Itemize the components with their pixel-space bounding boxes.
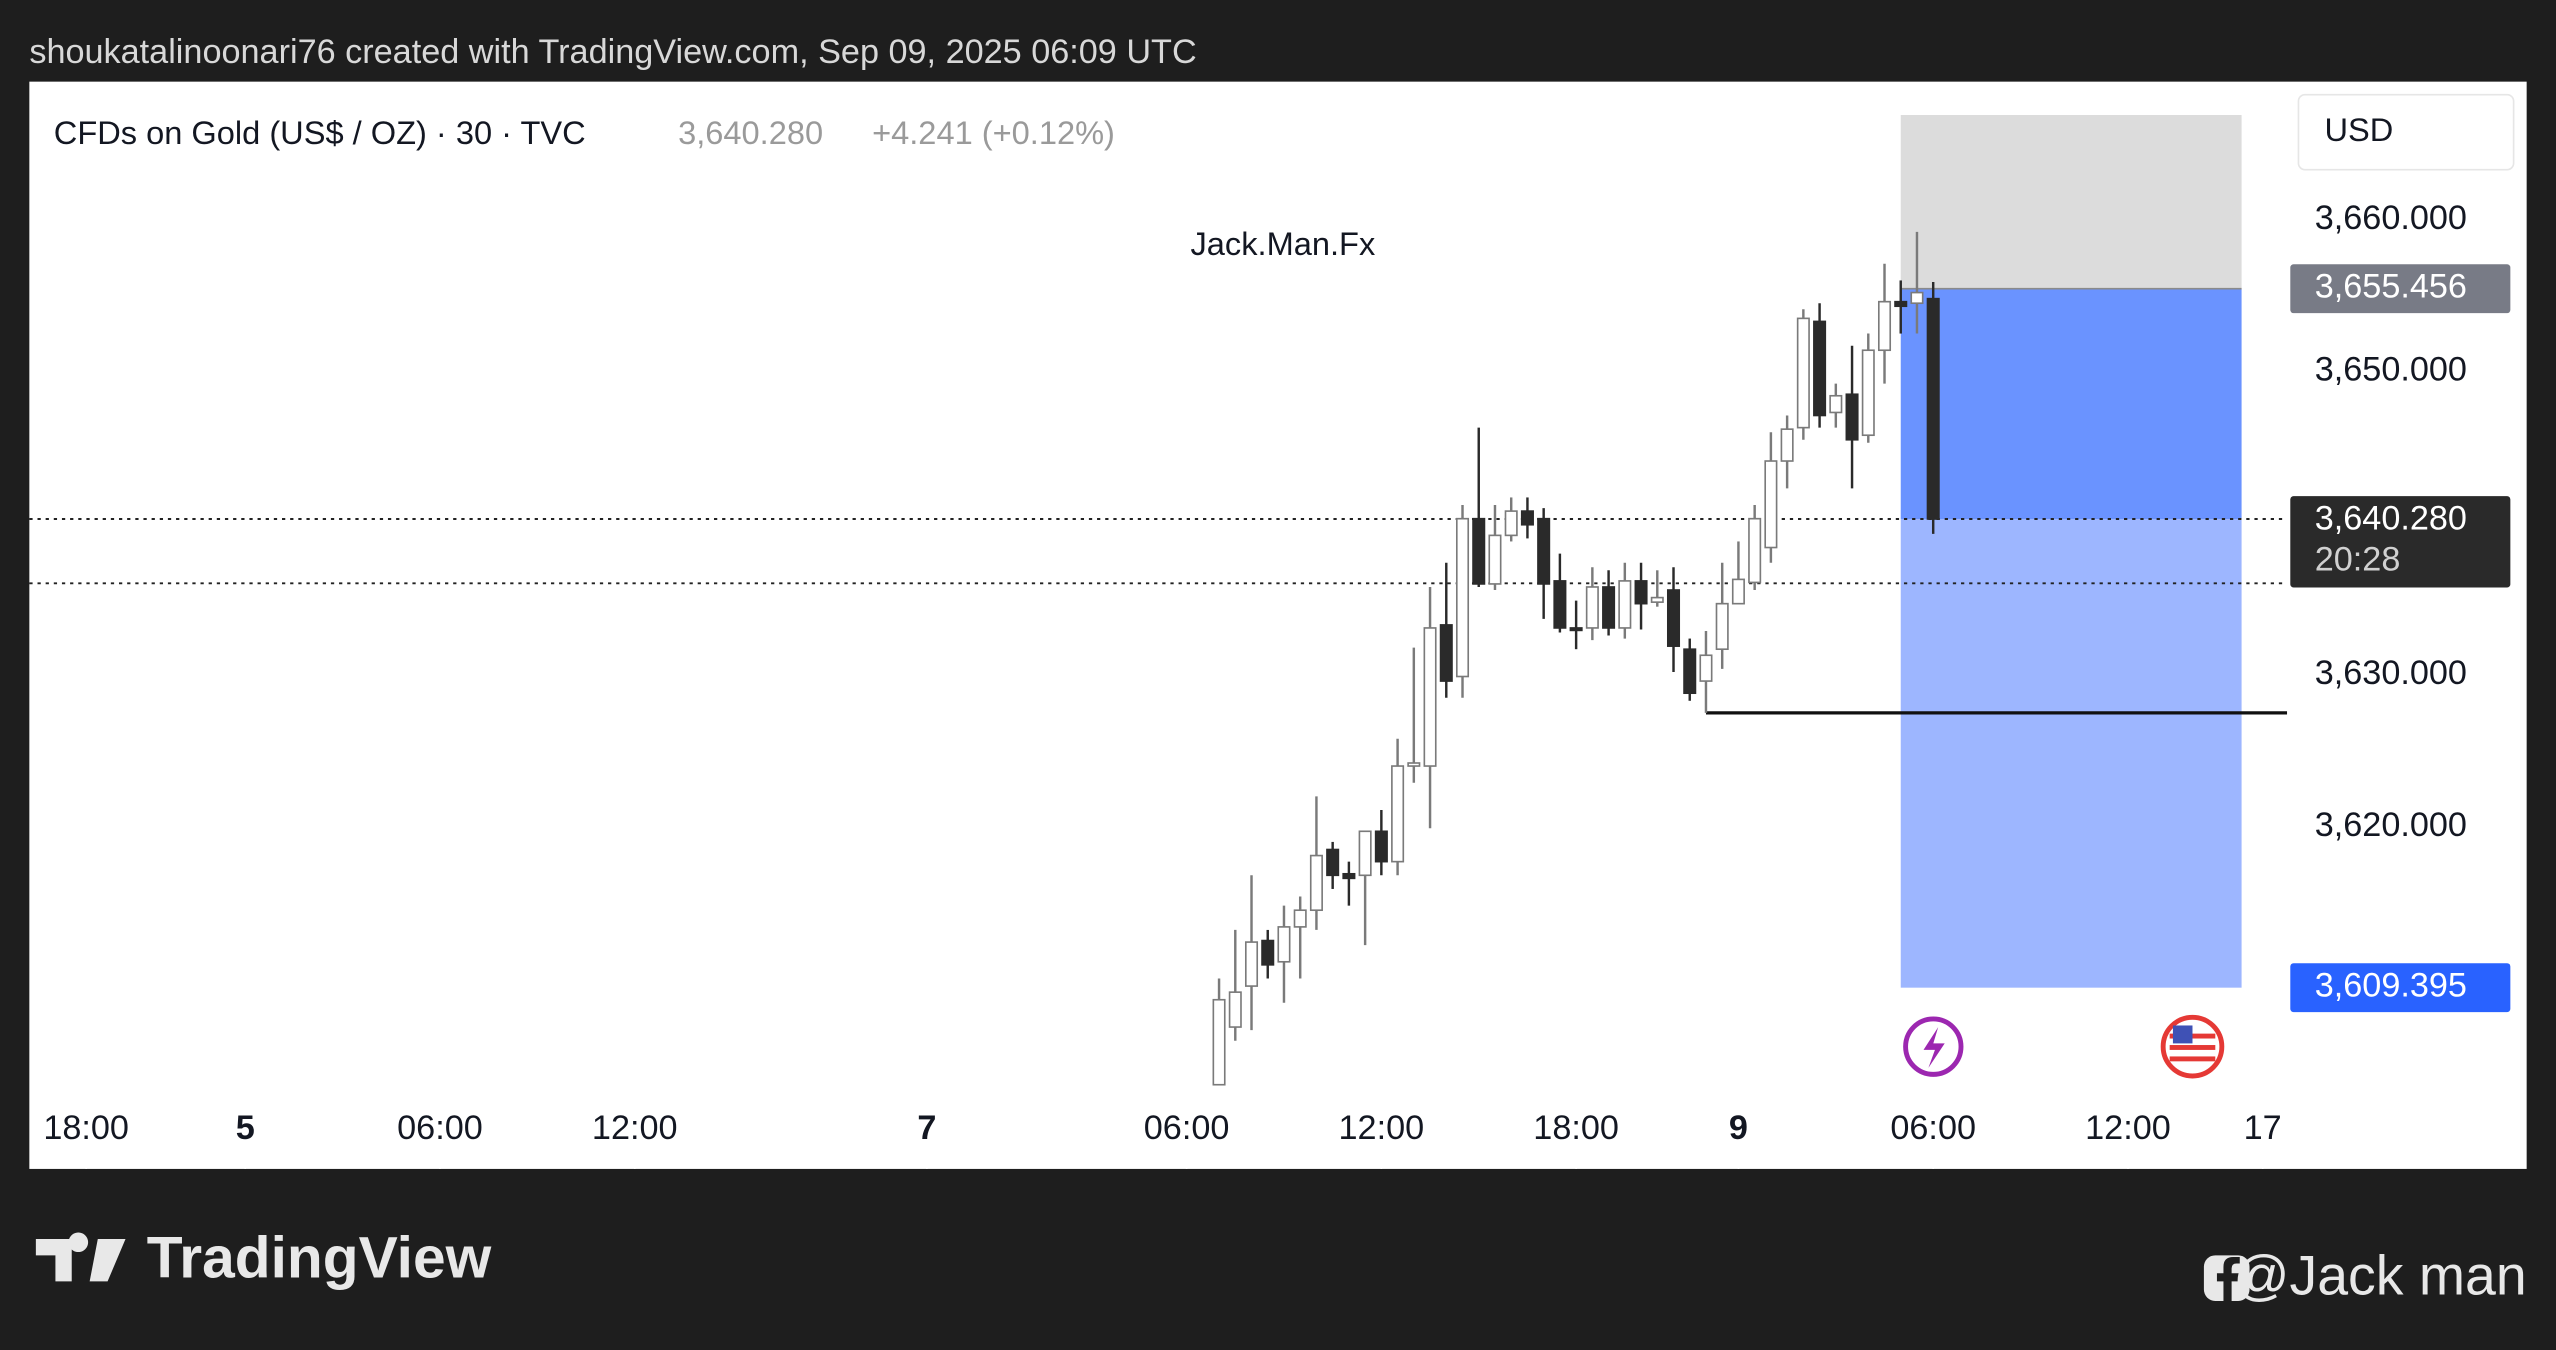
- x-tick-label: 12:00: [592, 1109, 678, 1147]
- y-tick-label: 3,650.000: [2315, 351, 2467, 389]
- candle-body: [1634, 580, 1648, 605]
- candle-body: [1829, 394, 1843, 414]
- x-tick-label: 9: [1729, 1109, 1748, 1147]
- stop-zone: [1900, 115, 2242, 289]
- candle-body: [1861, 349, 1875, 437]
- candle-body: [1666, 589, 1681, 647]
- candle-body: [1228, 991, 1242, 1028]
- candle-body: [1894, 300, 1908, 308]
- price-badge-label: 3,609.395: [2315, 967, 2467, 1005]
- candle-body: [1439, 624, 1453, 682]
- x-tick-label: 12:00: [2085, 1109, 2171, 1147]
- x-tick-label: 7: [917, 1109, 936, 1147]
- candle-body: [1309, 854, 1323, 912]
- candle-body: [1845, 393, 1859, 441]
- candle-body: [1553, 580, 1567, 629]
- candle-body: [1520, 510, 1534, 526]
- candle-body: [1780, 428, 1794, 462]
- candle-body: [1407, 762, 1421, 767]
- candle-body: [1699, 654, 1713, 682]
- candle-body: [1277, 926, 1291, 963]
- x-tick-label: 06:00: [397, 1109, 483, 1147]
- y-tick-label: 3,620.000: [2315, 806, 2467, 844]
- candle-body: [1764, 460, 1778, 549]
- candle-body: [1212, 998, 1226, 1086]
- price-badge-label: 3,640.280: [2315, 500, 2467, 538]
- candle-body: [1244, 941, 1259, 987]
- y-tick-label: 3,660.000: [2315, 199, 2467, 237]
- candle-body: [1504, 510, 1518, 537]
- event-icon[interactable]: [1903, 1016, 1964, 1077]
- candle-body: [1569, 627, 1583, 632]
- footer-handle-text: @Jack man: [2233, 1244, 2526, 1306]
- candle-body: [1650, 596, 1664, 603]
- open-profit-zone: [1900, 288, 2242, 519]
- candle-body: [1455, 517, 1470, 678]
- candle-body: [1488, 534, 1502, 585]
- candle-body: [1731, 578, 1745, 605]
- currency-box[interactable]: [2297, 93, 2515, 171]
- country-flag-icon[interactable]: [2160, 1014, 2225, 1079]
- header-text: shoukatalinoonari76 created with Trading…: [29, 33, 1196, 71]
- candle-body: [1358, 830, 1372, 877]
- price-badge: [2290, 496, 2511, 588]
- price-badge: [2290, 963, 2511, 1013]
- x-tick-label: 18:00: [1533, 1109, 1619, 1147]
- target-zone: [1900, 518, 2242, 988]
- price-badge: [2290, 264, 2511, 314]
- footer-logo-text: TradingView: [147, 1225, 492, 1290]
- x-tick-label: 06:00: [1890, 1109, 1976, 1147]
- candle-body: [1715, 602, 1729, 651]
- candle-body: [1748, 517, 1762, 584]
- change: +4.241 (+0.12%): [872, 114, 1115, 151]
- candle-body: [1261, 939, 1275, 966]
- overlay: CFDs on Gold (US$ / OZ) · 30 · TVC 3,640…: [54, 93, 2515, 1079]
- candle-body: [1423, 627, 1437, 767]
- y-tick-label: 3,630.000: [2315, 654, 2467, 692]
- candle-body: [1585, 586, 1599, 629]
- candle-body: [1293, 909, 1307, 928]
- symbol: CFDs on Gold (US$ / OZ) · 30 · TVC: [54, 114, 586, 151]
- candle-body: [1374, 830, 1388, 863]
- price-badge-label: 3,655.456: [2315, 268, 2467, 306]
- last-price: 3,640.280: [678, 114, 823, 151]
- candle-body: [1877, 300, 1892, 352]
- footer-handle: @Jack man: [2203, 1244, 2527, 1306]
- candle-body: [1342, 872, 1356, 880]
- candle-body: [1796, 317, 1810, 429]
- candle-body: [1391, 765, 1405, 863]
- candle-body: [1537, 517, 1551, 585]
- candle-body: [1618, 580, 1632, 629]
- candle-body: [1602, 586, 1616, 629]
- currency[interactable]: USD: [2325, 111, 2394, 148]
- text-annotation: Jack.Man.Fx: [1191, 225, 1376, 262]
- x-tick-label: 18:00: [43, 1109, 129, 1147]
- x-tick-label: 5: [236, 1109, 255, 1147]
- candle-body: [1910, 291, 1924, 305]
- countdown: 20:28: [2315, 540, 2401, 578]
- footer-logo: TradingView: [35, 1225, 492, 1290]
- x-tick-label: 06:00: [1144, 1109, 1230, 1147]
- candle-body: [1326, 848, 1340, 877]
- candle-body: [1683, 648, 1697, 695]
- candle-body: [1472, 517, 1486, 585]
- plot: 3,620.000 3,630.000 3,650.000 3,660.000 18:0…: [29, 115, 2511, 1169]
- x-tick-label: 17: [2244, 1109, 2282, 1147]
- x-tick-label: 12:00: [1339, 1109, 1425, 1147]
- candle-body: [1813, 320, 1827, 417]
- candle-body: [1926, 297, 1940, 520]
